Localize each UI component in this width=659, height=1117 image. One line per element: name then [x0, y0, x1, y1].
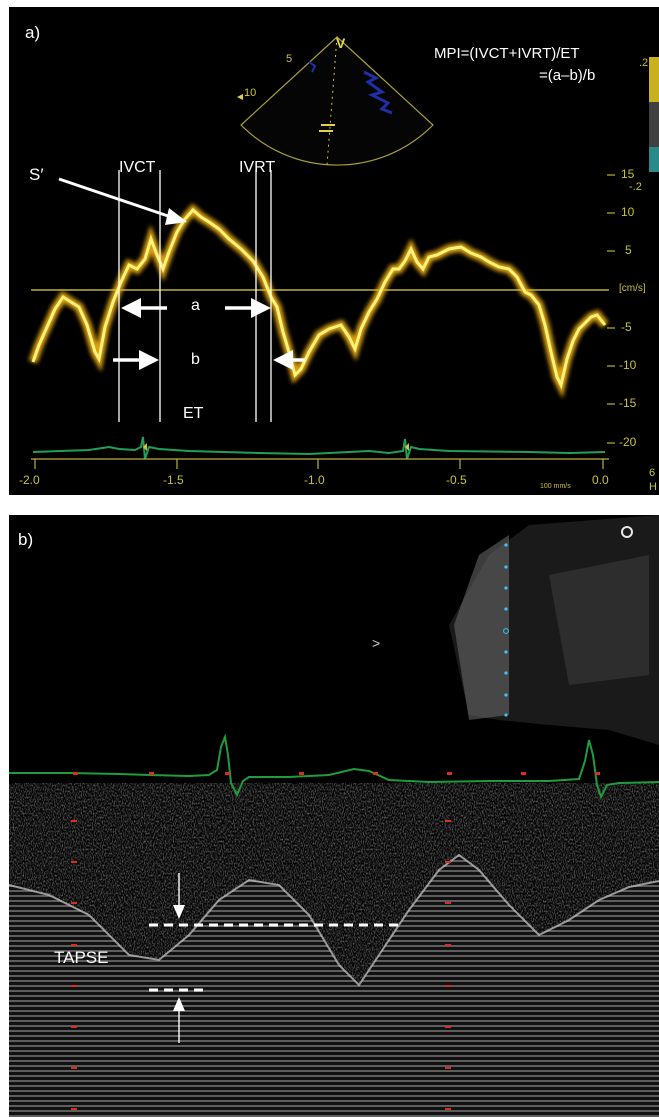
sector-marker: > — [372, 635, 381, 651]
interval-b-label: b — [191, 351, 200, 368]
tissue-doppler-panel: a) MPI=(IVCT+IVRT)/ET =(a–b)/b V 5 10 .2… — [9, 7, 659, 495]
timing-markers — [71, 772, 600, 1110]
velocity-unit: [cm/s] — [619, 283, 646, 294]
time-tick: -1.0 — [304, 473, 325, 487]
ecg-trace — [32, 436, 606, 460]
doppler-velocity-trace — [28, 203, 609, 399]
ecg-trace — [9, 733, 659, 800]
velocity-tick: -5 — [621, 320, 632, 334]
sector-depth-10: 10 — [244, 87, 257, 99]
tapse-label: TAPSE — [54, 948, 109, 967]
velocity-tick: 15 — [621, 167, 635, 181]
et-label: ET — [183, 405, 204, 422]
m-mode-panel: b) > TAPSE — [9, 515, 659, 1117]
sector-depth-5: 5 — [286, 53, 293, 65]
time-tick: -1.5 — [163, 473, 184, 487]
time-tick: -2.0 — [19, 473, 40, 487]
time-tick: -0.5 — [446, 473, 467, 487]
ivrt-label: IVRT — [239, 159, 276, 176]
tapse-markers — [149, 873, 399, 1043]
velocity-tick: -15 — [619, 396, 637, 410]
velocity-tick: -10 — [619, 358, 637, 372]
tissue-doppler-graphics — [28, 36, 659, 469]
scale-bottom-label: -.2 — [629, 181, 642, 193]
annotation-arrows — [58, 177, 305, 370]
color-scale-bar — [649, 57, 659, 172]
mpi-formula-line1: MPI=(IVCT+IVRT)/ET — [434, 45, 580, 62]
mpi-formula-line2: =(a–b)/b — [539, 67, 596, 84]
edge-fragment: 6 — [649, 467, 656, 479]
sector-inset — [237, 36, 434, 166]
s-prime-label: S′ — [29, 165, 44, 184]
sweep-speed: 100 mm/s — [540, 483, 571, 490]
interval-a-label: a — [191, 297, 200, 314]
tapse-edge — [9, 853, 659, 987]
m-mode-graphics — [9, 515, 659, 1117]
sector-marker: V — [336, 35, 346, 51]
velocity-tick: -20 — [619, 435, 637, 449]
velocity-tick: 10 — [621, 205, 635, 219]
velocity-axis — [607, 174, 615, 444]
probe-ring — [621, 526, 633, 538]
interval-measurement-lines — [118, 170, 272, 422]
depth-dots — [503, 543, 509, 717]
scale-top-label: .2 — [639, 57, 649, 69]
edge-fragment: H — [649, 481, 657, 493]
time-tick: 0.0 — [592, 473, 609, 487]
echo-sector — [449, 515, 659, 745]
panel-label: a) — [25, 23, 41, 42]
ivct-label: IVCT — [119, 159, 156, 176]
time-axis — [31, 458, 609, 469]
panel-label: b) — [18, 530, 34, 549]
velocity-tick: 5 — [625, 243, 632, 257]
